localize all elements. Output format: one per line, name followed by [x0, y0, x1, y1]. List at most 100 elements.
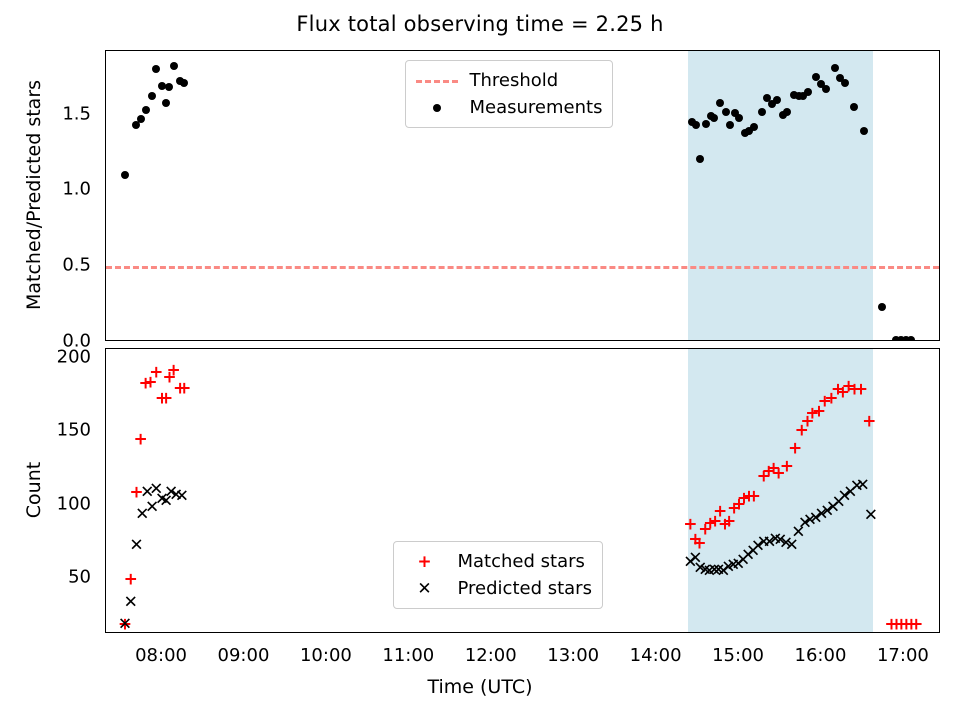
- data-point: +: [143, 372, 158, 393]
- x-axis-tick: [409, 632, 410, 633]
- x-axis-tick: [574, 632, 575, 633]
- y-axis-tick: [105, 505, 106, 506]
- data-point: +: [884, 614, 899, 633]
- x-axis-label: Time (UTC): [427, 676, 533, 698]
- data-point: [790, 90, 799, 99]
- data-point: +: [889, 614, 904, 633]
- measurements-points-layer: [106, 51, 939, 340]
- data-point: [878, 303, 887, 312]
- data-point: [141, 106, 150, 115]
- data-point: [710, 113, 719, 122]
- legend-label-predicted-stars: Predicted stars: [457, 578, 592, 599]
- x-axis-tick: [409, 340, 410, 341]
- y-axis-tick: [105, 266, 106, 267]
- data-point: [896, 336, 905, 340]
- data-point: +: [811, 401, 827, 422]
- data-point: [132, 121, 141, 130]
- data-point: +: [899, 614, 914, 633]
- count-panel-shading: [106, 349, 939, 632]
- data-point: +: [800, 411, 815, 432]
- data-point: [804, 87, 813, 96]
- data-point: +: [904, 614, 919, 633]
- data-point: +: [173, 378, 188, 399]
- data-point: [836, 74, 845, 83]
- data-point: [778, 110, 787, 119]
- data-point: +: [766, 458, 781, 479]
- y-axis-tick-label: 1.5: [62, 103, 91, 125]
- data-point: [716, 98, 725, 107]
- x-axis-tick-label: 08:00: [135, 645, 187, 666]
- data-point: +: [726, 498, 742, 519]
- data-point: ✕: [726, 555, 741, 576]
- data-point: ✕: [756, 532, 771, 553]
- legend-item-matched-stars: + Matched stars: [402, 548, 592, 575]
- data-point: ✕: [802, 510, 818, 531]
- data-point: ✕: [154, 489, 170, 510]
- ratio-panel-legend: Threshold Measurements: [404, 60, 614, 128]
- y-axis-tick-label: 50: [68, 566, 91, 588]
- legend-label-threshold: Threshold: [469, 70, 559, 91]
- data-point: +: [817, 391, 832, 412]
- data-point: +: [771, 463, 786, 484]
- x-axis-tick-label: 17:00: [876, 645, 929, 666]
- x-axis-tick: [327, 632, 328, 633]
- data-point: [799, 92, 808, 101]
- data-point: ✕: [149, 479, 164, 500]
- threshold-line: [106, 266, 939, 270]
- x-axis-tick: [904, 632, 905, 633]
- data-point: ✕: [784, 535, 799, 556]
- data-point: ✕: [707, 560, 722, 581]
- x-axis-tick: [492, 632, 493, 633]
- data-point: [811, 72, 820, 81]
- data-point: ✕: [837, 486, 852, 507]
- data-point: [692, 121, 701, 130]
- data-point: ✕: [721, 557, 736, 578]
- y-axis-tick: [105, 115, 106, 116]
- data-point: ✕: [736, 550, 751, 571]
- data-point: ✕: [855, 475, 870, 496]
- data-point: ✕: [117, 614, 133, 633]
- data-point: +: [824, 388, 839, 409]
- chart-title: Flux total observing time = 2.25 h: [296, 12, 664, 36]
- data-point: [817, 80, 826, 89]
- data-point: [860, 127, 869, 136]
- data-point: +: [159, 388, 174, 409]
- data-point: +: [835, 382, 851, 403]
- data-point: +: [794, 420, 809, 441]
- data-point: [180, 78, 189, 87]
- data-point: ✕: [163, 482, 179, 503]
- x-axis-tick: [162, 632, 163, 633]
- data-point: ✕: [778, 533, 794, 554]
- data-point: +: [712, 501, 728, 522]
- data-point: [768, 100, 777, 109]
- x-axis-tick-label: 11:00: [382, 645, 435, 666]
- data-point: +: [894, 614, 909, 633]
- data-point: +: [683, 514, 698, 535]
- data-point: [735, 113, 744, 122]
- data-point: +: [830, 379, 846, 400]
- data-point: ✕: [731, 554, 746, 575]
- legend-label-matched-stars: Matched stars: [457, 551, 585, 572]
- data-point: [901, 336, 910, 340]
- data-point: +: [688, 529, 703, 550]
- data-point: +: [756, 466, 771, 487]
- y-axis-tick-label: 100: [56, 493, 91, 515]
- x-axis-tick-label: 13:00: [547, 645, 600, 666]
- data-point: +: [731, 494, 747, 515]
- data-point: [782, 107, 791, 116]
- data-point: [721, 107, 730, 116]
- data-point: +: [805, 403, 820, 424]
- legend-item-threshold: Threshold: [414, 67, 603, 94]
- data-point: ✕: [174, 486, 189, 507]
- data-point: [169, 62, 178, 71]
- data-point: ✕: [135, 504, 150, 525]
- data-point: ✕: [129, 535, 144, 556]
- data-point: +: [692, 533, 707, 554]
- legend-item-measurements: Measurements: [414, 94, 602, 121]
- data-point: +: [154, 388, 170, 409]
- x-axis-tick: [904, 340, 905, 341]
- x-axis-tick-label: 09:00: [217, 645, 270, 666]
- data-point: ✕: [745, 541, 761, 562]
- data-point: ✕: [825, 497, 841, 518]
